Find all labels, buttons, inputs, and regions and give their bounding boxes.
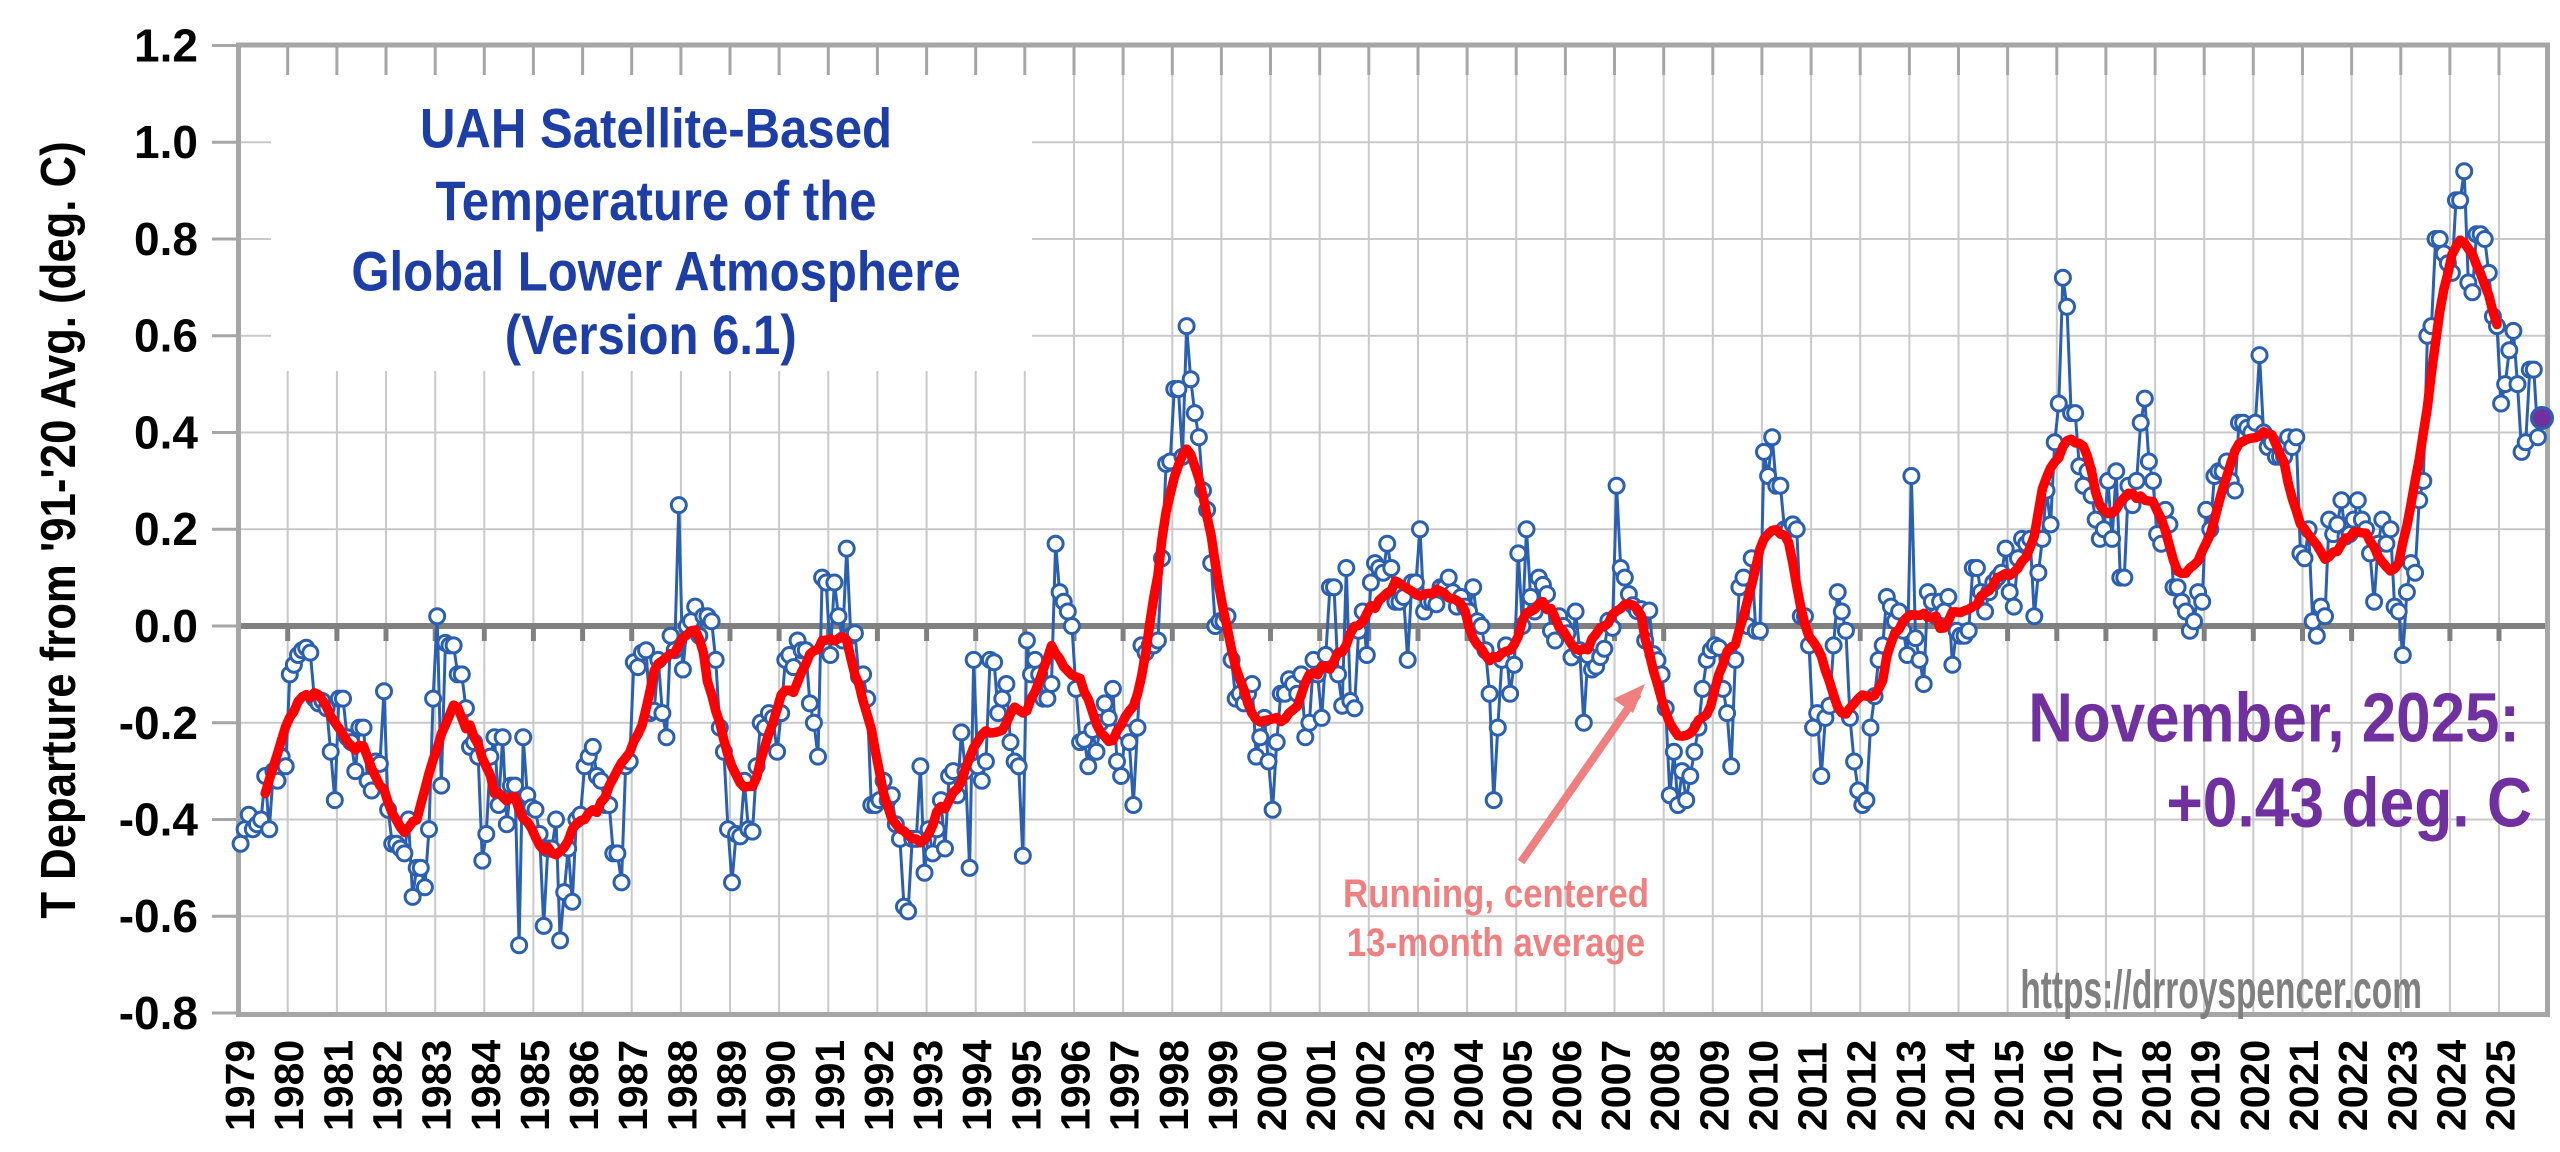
svg-text:2025: 2025 xyxy=(2478,1040,2524,1131)
svg-text:1990: 1990 xyxy=(758,1040,804,1131)
svg-text:-0.6: -0.6 xyxy=(119,890,198,942)
svg-text:0.0: 0.0 xyxy=(134,600,198,652)
svg-text:2005: 2005 xyxy=(1495,1040,1541,1131)
svg-text:0.8: 0.8 xyxy=(134,213,198,265)
svg-text:1995: 1995 xyxy=(1003,1040,1049,1131)
svg-text:1991: 1991 xyxy=(807,1040,853,1131)
svg-text:2002: 2002 xyxy=(1347,1040,1393,1131)
svg-text:1997: 1997 xyxy=(1102,1040,1148,1131)
svg-text:1985: 1985 xyxy=(512,1040,558,1131)
svg-text:2011: 2011 xyxy=(1790,1042,1836,1131)
svg-text:-0.2: -0.2 xyxy=(119,697,198,749)
svg-text:1.2: 1.2 xyxy=(134,20,198,72)
svg-text:(Version 6.1): (Version 6.1) xyxy=(505,304,797,367)
svg-text:2021: 2021 xyxy=(2281,1040,2327,1131)
svg-text:2006: 2006 xyxy=(1544,1040,1590,1131)
svg-text:2024: 2024 xyxy=(2428,1040,2474,1131)
svg-text:2018: 2018 xyxy=(2134,1040,2180,1131)
svg-text:1.0: 1.0 xyxy=(134,116,198,168)
svg-text:1982: 1982 xyxy=(365,1040,411,1131)
svg-text:https://drroyspencer.com: https://drroyspencer.com xyxy=(2020,959,2422,1020)
svg-text:2019: 2019 xyxy=(2183,1040,2229,1131)
svg-text:November, 2025:: November, 2025: xyxy=(2028,678,2520,756)
svg-text:Running, centered: Running, centered xyxy=(1343,871,1649,916)
svg-text:2014: 2014 xyxy=(1937,1040,1983,1131)
svg-text:1980: 1980 xyxy=(266,1040,312,1131)
svg-text:2015: 2015 xyxy=(1986,1040,2032,1131)
svg-text:1979: 1979 xyxy=(217,1040,263,1131)
svg-text:1986: 1986 xyxy=(561,1040,607,1131)
svg-text:0.6: 0.6 xyxy=(134,310,198,362)
svg-text:2008: 2008 xyxy=(1642,1040,1688,1131)
svg-text:2009: 2009 xyxy=(1691,1040,1737,1131)
svg-text:1988: 1988 xyxy=(659,1040,705,1131)
svg-text:2001: 2001 xyxy=(1298,1040,1344,1131)
svg-text:1999: 1999 xyxy=(1200,1040,1246,1131)
svg-text:2020: 2020 xyxy=(2232,1040,2278,1131)
svg-text:2003: 2003 xyxy=(1397,1040,1443,1131)
svg-text:1981: 1981 xyxy=(315,1040,361,1131)
svg-text:2022: 2022 xyxy=(2330,1040,2376,1131)
svg-text:Global Lower Atmosphere: Global Lower Atmosphere xyxy=(351,241,960,304)
svg-text:0.2: 0.2 xyxy=(134,503,198,555)
svg-text:1998: 1998 xyxy=(1151,1040,1197,1131)
svg-text:1984: 1984 xyxy=(463,1040,509,1131)
svg-text:Temperature of the: Temperature of the xyxy=(435,170,876,233)
svg-text:2023: 2023 xyxy=(2379,1040,2425,1131)
svg-text:-0.8: -0.8 xyxy=(119,987,198,1039)
svg-text:+0.43 deg. C: +0.43 deg. C xyxy=(2166,764,2532,842)
svg-text:1992: 1992 xyxy=(856,1040,902,1131)
svg-text:2010: 2010 xyxy=(1740,1040,1786,1131)
svg-text:1983: 1983 xyxy=(414,1040,460,1131)
svg-text:2007: 2007 xyxy=(1593,1040,1639,1131)
svg-text:2013: 2013 xyxy=(1888,1040,1934,1131)
svg-text:13-month average: 13-month average xyxy=(1347,920,1645,965)
svg-text:T Departure from '91-'20 Avg.: T Departure from '91-'20 Avg. (deg. C) xyxy=(31,141,86,918)
svg-text:1989: 1989 xyxy=(709,1040,755,1131)
svg-text:1987: 1987 xyxy=(610,1040,656,1131)
svg-text:UAH Satellite-Based: UAH Satellite-Based xyxy=(420,98,892,161)
svg-text:2012: 2012 xyxy=(1839,1040,1885,1131)
svg-text:1993: 1993 xyxy=(905,1040,951,1131)
svg-text:2017: 2017 xyxy=(2084,1040,2130,1131)
svg-text:0.4: 0.4 xyxy=(134,407,198,459)
svg-text:-0.4: -0.4 xyxy=(119,794,199,846)
svg-text:2004: 2004 xyxy=(1446,1040,1492,1131)
svg-text:1994: 1994 xyxy=(954,1040,1000,1131)
svg-text:2000: 2000 xyxy=(1249,1040,1295,1131)
svg-text:2016: 2016 xyxy=(2035,1040,2081,1131)
svg-text:1996: 1996 xyxy=(1053,1040,1099,1131)
